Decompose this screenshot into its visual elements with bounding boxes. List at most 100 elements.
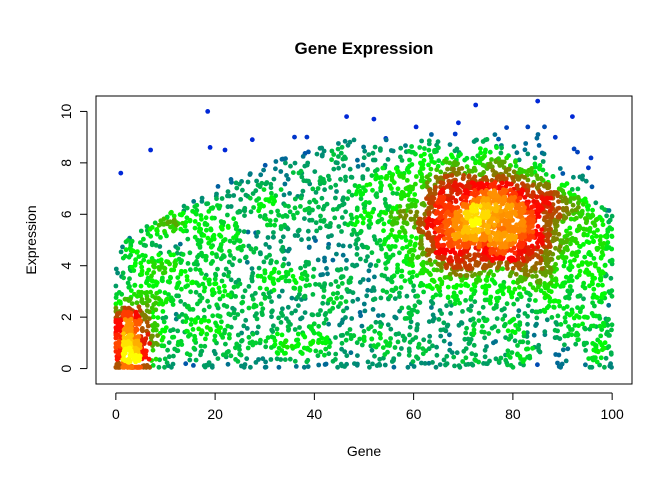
data-point — [207, 145, 213, 150]
data-point — [492, 324, 497, 329]
data-point — [376, 258, 381, 264]
data-point — [185, 329, 190, 334]
data-point — [215, 356, 221, 361]
data-point — [447, 142, 453, 148]
data-point — [599, 217, 605, 223]
data-point — [521, 183, 527, 188]
data-point — [287, 209, 293, 215]
data-point — [238, 197, 244, 202]
x-tick-label: 0 — [112, 406, 120, 422]
data-point — [599, 299, 604, 305]
data-point — [117, 299, 123, 305]
data-point — [280, 214, 286, 219]
data-point — [357, 310, 363, 315]
data-point — [298, 275, 304, 281]
data-point — [275, 331, 280, 337]
data-point — [201, 233, 207, 238]
data-point — [544, 200, 550, 206]
data-point — [491, 272, 496, 278]
data-point — [175, 246, 181, 251]
data-point — [120, 270, 126, 276]
data-point — [261, 291, 266, 297]
data-point — [306, 205, 312, 211]
data-point — [372, 168, 378, 174]
data-point — [484, 137, 490, 142]
data-point — [609, 364, 614, 370]
data-point — [426, 162, 431, 168]
data-point — [424, 196, 429, 201]
data-point — [602, 364, 607, 370]
data-point — [132, 262, 138, 268]
data-point — [535, 132, 541, 137]
data-point — [339, 215, 345, 220]
data-point — [439, 311, 444, 316]
data-point — [571, 174, 576, 180]
data-point — [174, 348, 180, 354]
data-point — [380, 288, 386, 293]
data-point — [368, 262, 374, 267]
data-point — [365, 213, 370, 219]
data-point — [463, 330, 469, 336]
data-point — [539, 266, 545, 271]
data-point — [547, 232, 553, 238]
data-point — [212, 337, 218, 343]
data-point — [543, 258, 549, 263]
data-point — [525, 168, 531, 174]
data-point — [372, 353, 377, 359]
data-point — [155, 315, 161, 320]
data-point — [113, 335, 119, 341]
data-point — [313, 220, 319, 226]
data-point — [599, 294, 605, 300]
data-point — [315, 257, 321, 263]
data-point — [267, 198, 272, 204]
data-point — [150, 333, 155, 339]
data-point — [535, 345, 541, 351]
data-point — [206, 360, 212, 365]
data-point — [127, 276, 132, 282]
data-point — [306, 244, 312, 250]
y-tick-label: 0 — [58, 364, 74, 372]
data-point — [188, 322, 194, 327]
data-point — [349, 316, 355, 321]
data-point — [394, 191, 400, 197]
data-point — [115, 270, 120, 276]
data-point — [512, 190, 518, 196]
data-point — [445, 294, 451, 300]
data-point — [496, 222, 502, 228]
data-point — [253, 340, 259, 346]
data-point — [585, 207, 591, 212]
data-point — [504, 180, 510, 186]
data-point — [564, 197, 569, 203]
data-point — [464, 273, 470, 278]
data-point — [351, 227, 356, 233]
data-point — [556, 199, 561, 205]
data-point — [135, 249, 140, 255]
data-point — [506, 336, 512, 342]
data-point — [361, 144, 366, 150]
data-point — [227, 193, 232, 199]
data-point — [447, 341, 453, 347]
data-point — [335, 364, 340, 370]
data-point — [535, 98, 541, 104]
data-point — [340, 252, 346, 258]
data-point — [496, 136, 501, 142]
data-point — [466, 168, 472, 174]
data-point — [457, 208, 463, 214]
data-point — [189, 280, 195, 286]
data-point — [511, 279, 516, 285]
data-point — [365, 359, 371, 365]
data-point — [280, 313, 285, 318]
data-point — [553, 261, 558, 267]
data-point — [116, 290, 122, 295]
data-point — [487, 149, 493, 155]
data-point — [397, 229, 402, 235]
data-point — [536, 254, 541, 260]
data-point — [441, 320, 447, 326]
data-point — [235, 359, 241, 364]
data-point — [458, 224, 463, 230]
data-point — [283, 160, 288, 166]
data-point — [499, 162, 505, 167]
data-point — [523, 268, 528, 273]
data-point — [422, 146, 427, 151]
data-point — [430, 343, 435, 349]
